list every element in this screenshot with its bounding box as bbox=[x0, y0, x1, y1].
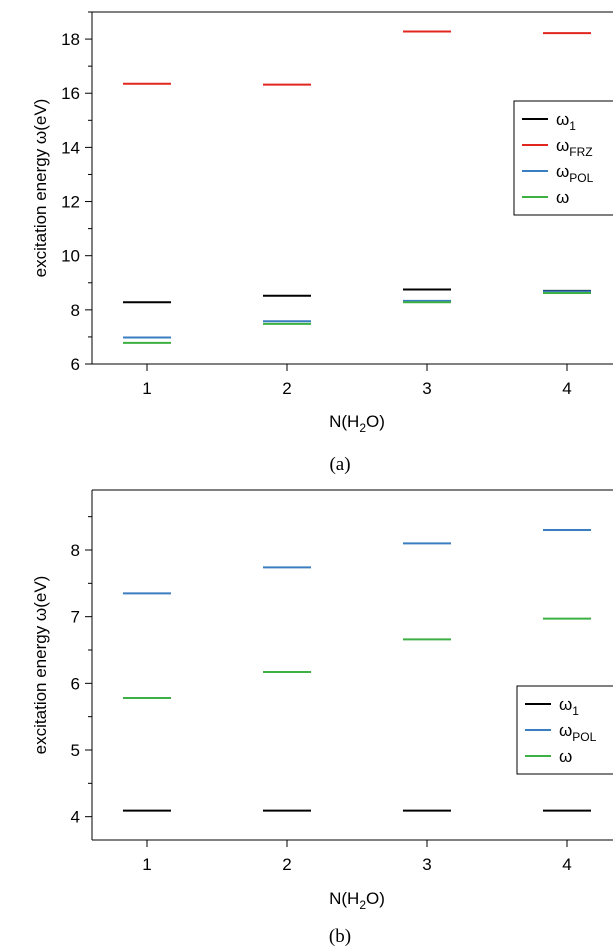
legend-label: ω bbox=[556, 188, 569, 207]
y-tick-label: 6 bbox=[71, 674, 80, 693]
x-tick-label: 2 bbox=[282, 855, 291, 874]
y-tick-label: 12 bbox=[61, 193, 80, 212]
panel-caption: (b) bbox=[329, 926, 351, 947]
y-axis-label: excitation energy ω(eV) bbox=[31, 576, 50, 755]
legend-label: ωFRZ bbox=[556, 136, 593, 159]
y-axis-label: excitation energy ω(eV) bbox=[31, 99, 50, 278]
x-axis-label: N(H2O) bbox=[329, 889, 385, 912]
x-tick-label: 3 bbox=[422, 379, 431, 398]
panel-b: 4 5 6 7 8 1 2 3 4 N(H2O) excitation energy ω(eV) ω1… bbox=[31, 489, 613, 947]
x-tick-label: 2 bbox=[282, 379, 291, 398]
y-tick-label: 14 bbox=[61, 138, 80, 157]
x-tick-label: 3 bbox=[422, 855, 431, 874]
y-tick-label: 7 bbox=[71, 608, 80, 627]
y-tick-label: 10 bbox=[61, 247, 80, 266]
y-tick-label: 8 bbox=[71, 301, 80, 320]
y-tick-label: 4 bbox=[71, 808, 80, 827]
panel-caption: (a) bbox=[329, 454, 350, 475]
x-tick-label: 1 bbox=[142, 855, 151, 874]
y-tick-label: 18 bbox=[61, 30, 80, 49]
x-axis-label: N(H2O) bbox=[329, 412, 385, 435]
legend-label: ω1 bbox=[559, 695, 579, 718]
x-tick-label: 1 bbox=[142, 379, 151, 398]
y-tick-label: 5 bbox=[71, 741, 80, 760]
y-tick-label: 8 bbox=[71, 541, 80, 560]
legend-label: ωPOL bbox=[556, 162, 594, 185]
legend-label: ωPOL bbox=[559, 721, 597, 744]
legend-label: ω bbox=[559, 747, 572, 766]
x-tick-label: 4 bbox=[562, 379, 571, 398]
x-tick-label: 4 bbox=[562, 855, 571, 874]
y-tick-label: 16 bbox=[61, 84, 80, 103]
legend-label: ω1 bbox=[556, 110, 576, 133]
y-tick-label: 6 bbox=[71, 355, 80, 374]
